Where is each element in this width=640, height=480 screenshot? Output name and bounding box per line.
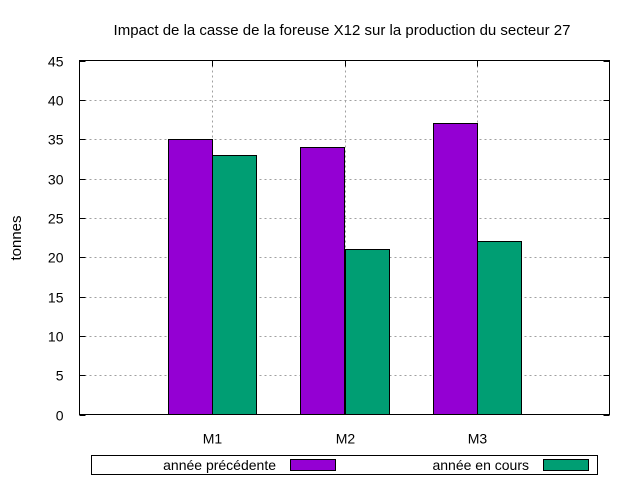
legend: année précédente année en cours (91, 455, 598, 475)
y-tick-label: 5 (56, 368, 64, 384)
axis-ticks: 0 5 10 15 20 25 30 35 40 45 M1 M2 M3 (48, 54, 610, 447)
legend-swatch (543, 459, 589, 471)
bar (477, 241, 522, 415)
legend-label: année en cours (432, 457, 529, 473)
bar (212, 155, 257, 415)
bar (168, 139, 213, 415)
legend-box (91, 455, 598, 475)
legend-swatch (290, 459, 336, 471)
y-tick-label: 25 (48, 211, 64, 227)
plot-frame (79, 60, 610, 415)
x-tick-label: M2 (336, 431, 356, 447)
legend-label: année précédente (163, 457, 276, 473)
y-tick-label: 30 (48, 172, 64, 188)
chart-title: Impact de la casse de la foreuse X12 sur… (114, 22, 571, 39)
bar (300, 147, 345, 415)
x-tick-label: M1 (203, 431, 223, 447)
y-tick-label: 35 (48, 132, 64, 148)
y-tick-label: 40 (48, 93, 64, 109)
y-tick-label: 15 (48, 290, 64, 306)
bar (345, 249, 390, 415)
y-tick-label: 20 (48, 250, 64, 266)
y-tick-label: 10 (48, 329, 64, 345)
y-tick-label: 45 (48, 54, 64, 70)
y-tick-label: 0 (56, 408, 64, 424)
bar (433, 123, 478, 415)
bars (168, 123, 522, 415)
y-axis-label: tonnes (8, 215, 25, 260)
x-tick-label: M3 (468, 431, 488, 447)
